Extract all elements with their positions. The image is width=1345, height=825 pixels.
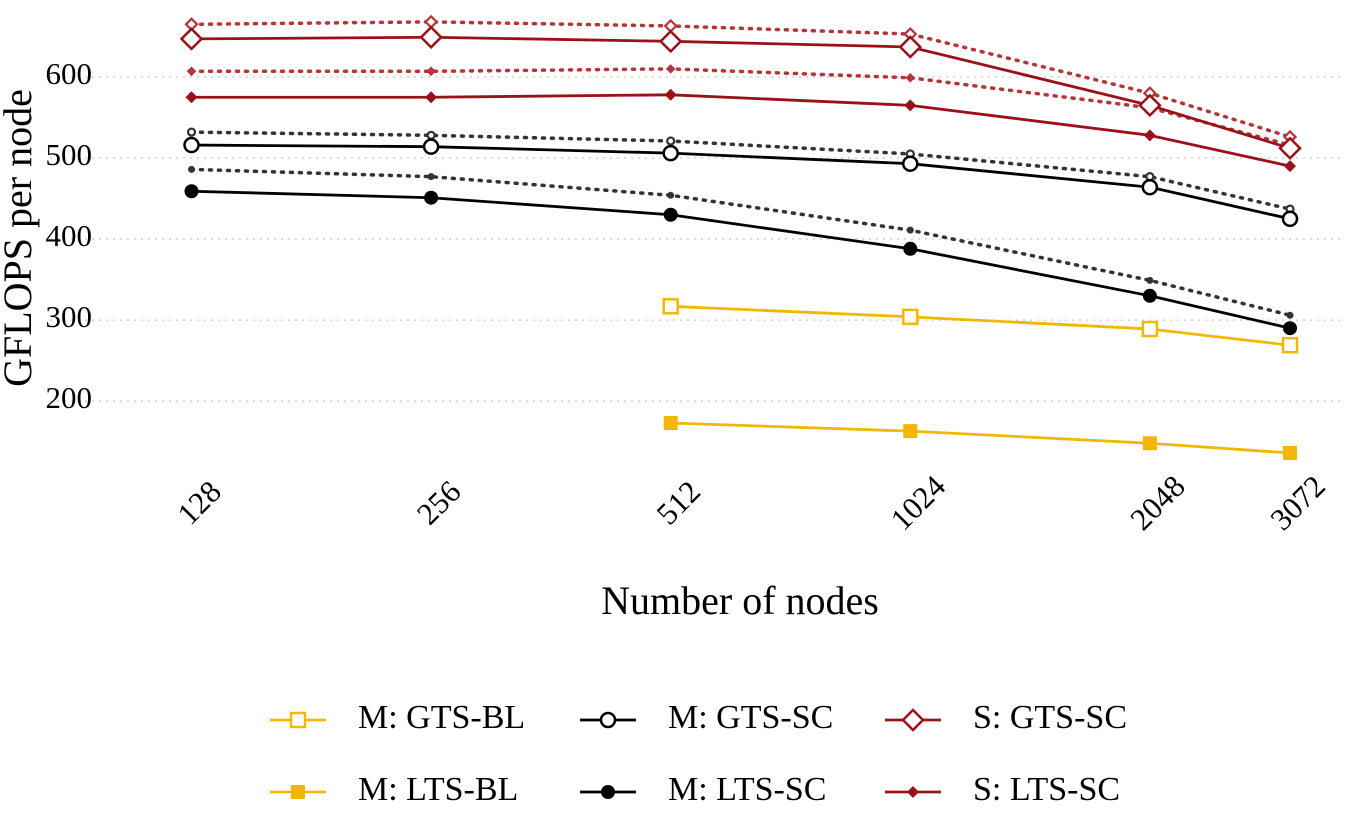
marker [901,708,925,732]
legend-item: S: LTS-SC [885,771,1120,808]
series-line [189,67,1292,147]
y-tick-label: 400 [46,218,93,253]
y-tick-label: 300 [46,299,93,334]
series-line [189,130,1292,211]
marker [1146,276,1154,284]
marker [1286,311,1294,319]
marker [185,91,198,104]
x-tick-label: 1024 [884,468,953,537]
marker [419,25,443,50]
marker [904,99,917,112]
marker [662,298,679,315]
marker [1143,129,1156,142]
marker [179,27,204,51]
x-tick-label: 512 [649,474,707,532]
x-axis-title: Number of nodes [601,578,879,623]
marker [599,711,617,729]
y-axis-title: GFLOPS per node [0,89,40,387]
marker [662,144,679,162]
legend-label: S: LTS-SC [973,771,1120,808]
series-line [190,143,1292,221]
series-line [189,20,1292,139]
marker [663,207,678,222]
legend-label: M: LTS-SC [668,771,826,808]
marker [427,173,435,181]
marker [665,64,676,74]
y-tick-label: 200 [46,380,93,415]
legend-label: M: GTS-BL [358,699,525,736]
marker [186,66,197,77]
marker [1281,336,1299,354]
marker [1283,321,1298,336]
marker [424,190,439,205]
y-tick-label: 500 [46,137,93,172]
marker [905,72,916,83]
x-tick-label: 256 [410,474,468,532]
marker [1141,178,1159,196]
marker [1138,93,1162,118]
marker [291,785,305,799]
marker [1142,288,1157,303]
series-line [190,93,1292,168]
legend-label: M: LTS-BL [358,771,518,808]
marker [426,130,436,140]
marker [1142,436,1157,451]
marker [658,29,683,54]
marker [601,785,615,799]
marker [1283,445,1298,460]
marker [666,136,676,146]
legend-item: M: LTS-SC [580,771,826,808]
legend-item: M: GTS-BL [270,699,525,736]
marker [188,165,196,173]
marker [186,127,197,137]
marker [903,241,918,256]
x-tick-label: 128 [170,474,228,532]
marker [289,711,307,729]
series-line [190,189,1292,330]
series-line [190,35,1292,150]
marker [903,424,918,439]
marker [906,226,914,234]
legend-item: M: GTS-SC [580,699,833,736]
x-tick-label: 3072 [1263,468,1332,537]
marker [1278,136,1302,161]
marker [664,88,677,101]
series-line [669,304,1292,347]
legend-label: M: GTS-SC [668,699,833,736]
legend-label: S: GTS-SC [973,699,1127,736]
marker [184,184,199,199]
marker [422,138,440,155]
marker [1284,160,1297,173]
marker [426,66,436,77]
series-line [669,421,1292,455]
marker [907,786,919,798]
marker [902,308,919,326]
legend-item: S: GTS-SC [885,699,1127,736]
marker [425,91,438,104]
marker [898,35,923,59]
x-tick-label: 2048 [1123,468,1192,537]
marker [1141,320,1159,338]
y-tick-label: 600 [46,56,93,91]
marker [1281,210,1299,228]
series-line [189,167,1292,317]
marker [663,416,678,430]
marker [183,136,200,154]
marker [902,155,919,172]
legend-item: M: LTS-BL [270,771,518,808]
marker [667,191,675,199]
